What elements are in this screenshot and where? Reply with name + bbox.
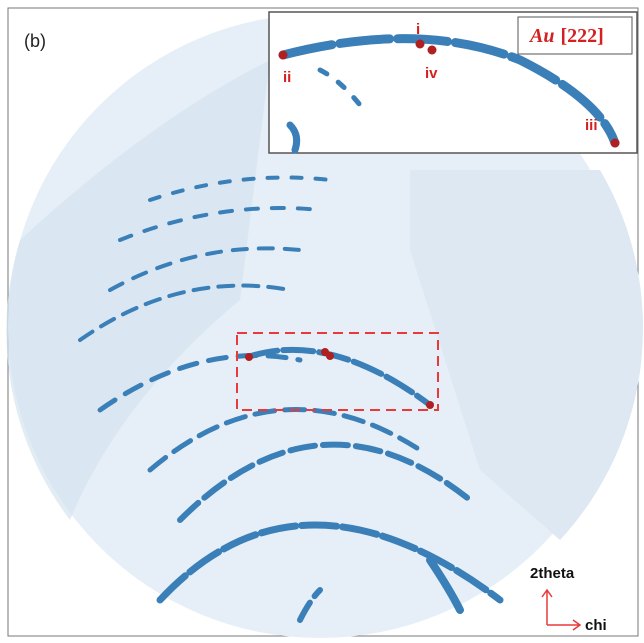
point-labels: i ii iii iv	[283, 21, 598, 134]
diffraction-arcs	[78, 175, 504, 623]
axis-arrows	[541, 588, 582, 631]
inset-arc	[286, 121, 301, 154]
point-label: iv	[425, 65, 438, 82]
axis-label-horizontal: chi	[585, 617, 607, 634]
selected-points	[245, 348, 434, 409]
inset-label-box	[517, 16, 633, 55]
inset-label: Au [222]	[528, 25, 604, 47]
inset-arc	[317, 67, 363, 108]
element: Au	[528, 25, 554, 47]
axis-label-vertical: 2theta	[530, 565, 575, 582]
detector-panel	[6, 60, 270, 520]
reflection: [222]	[560, 25, 603, 47]
inset: Au [222] i ii iii iv	[268, 11, 638, 154]
point-label: iii	[585, 117, 598, 134]
detector-panel	[410, 170, 644, 540]
panel-label: (b)	[24, 31, 46, 51]
point-label: ii	[283, 69, 291, 86]
selection-box	[236, 332, 439, 411]
inset-points	[278, 39, 620, 148]
inset-arc	[278, 34, 620, 148]
point-label: i	[416, 21, 420, 38]
